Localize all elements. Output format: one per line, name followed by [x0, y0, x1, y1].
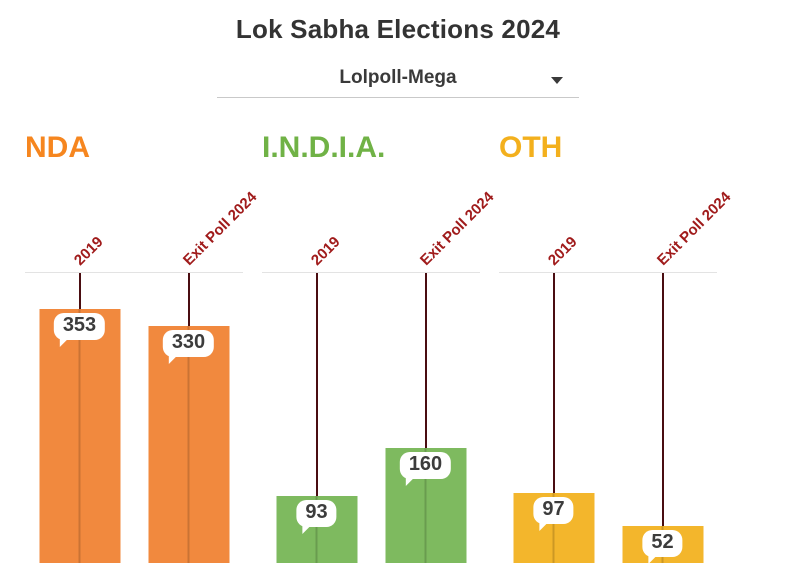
group-header-oth: OTH: [499, 131, 563, 164]
whisker-line: [661, 273, 664, 526]
bar-cell: 97: [499, 273, 608, 563]
whisker-line: [552, 273, 555, 493]
bar-india-exit-poll-2024: 160: [385, 448, 466, 563]
axis-baseline: 93 160: [262, 272, 480, 563]
dropdown-selected-value: Lolpoll-Mega: [339, 67, 457, 88]
bar-cell: 93: [262, 273, 371, 563]
bar-cell: 52: [608, 273, 717, 564]
bar-value-bubble: 52: [642, 530, 683, 564]
group-header-nda: NDA: [25, 131, 90, 164]
group-header-india: I.N.D.I.A.: [262, 131, 386, 164]
bar-value-bubble: 97: [533, 497, 574, 531]
tick-label-2019: 2019: [307, 233, 344, 269]
tick-label-2019: 2019: [544, 233, 581, 269]
tick-label-2019: 2019: [70, 233, 107, 269]
bar-center-seam: [552, 493, 555, 563]
bar-nda-2019: 353: [39, 309, 120, 563]
bar-cell: 353: [25, 273, 134, 563]
bar-india-2019: 93: [276, 496, 357, 563]
bar-center-seam: [187, 326, 190, 563]
poll-selector-dropdown[interactable]: Lolpoll-Mega: [217, 62, 579, 98]
coalition-group-oth: OTH 2019 Exit Poll 2024 97 52: [499, 131, 734, 564]
tick-label-exit-poll-2024: Exit Poll 2024: [416, 188, 497, 269]
chart-groups: NDA 2019 Exit Poll 2024 353 330: [25, 131, 734, 564]
bar-value-bubble: 330: [162, 330, 215, 364]
tick-label-exit-poll-2024: Exit Poll 2024: [179, 188, 260, 269]
axis-baseline: 97 52: [499, 272, 717, 564]
whisker-line: [315, 273, 318, 496]
axis-label-zone: 2019 Exit Poll 2024: [262, 165, 496, 272]
axis-baseline: 353 330: [25, 272, 243, 563]
bar-center-seam: [315, 496, 318, 563]
bar-value-bubble: 353: [53, 313, 106, 347]
page-title: Lok Sabha Elections 2024: [235, 14, 561, 44]
tick-label-exit-poll-2024: Exit Poll 2024: [653, 188, 734, 269]
bar-cell: 330: [134, 273, 243, 563]
whisker-line: [78, 273, 81, 309]
bar-center-seam: [424, 448, 427, 563]
whisker-line: [187, 273, 190, 326]
chevron-down-icon: [551, 77, 563, 84]
bar-center-seam: [78, 309, 81, 563]
axis-label-zone: 2019 Exit Poll 2024: [25, 165, 259, 272]
bar-value-bubble: 160: [399, 452, 452, 486]
coalition-group-india: I.N.D.I.A. 2019 Exit Poll 2024 93: [262, 131, 497, 563]
whisker-line: [424, 273, 427, 448]
bar-oth-2019: 97: [513, 493, 594, 563]
bar-cell: 160: [371, 273, 480, 563]
axis-label-zone: 2019 Exit Poll 2024: [499, 165, 733, 272]
bar-nda-exit-poll-2024: 330: [148, 326, 229, 563]
bar-oth-exit-poll-2024: 52: [622, 526, 703, 564]
coalition-group-nda: NDA 2019 Exit Poll 2024 353 330: [25, 131, 260, 563]
bar-value-bubble: 93: [296, 500, 337, 534]
